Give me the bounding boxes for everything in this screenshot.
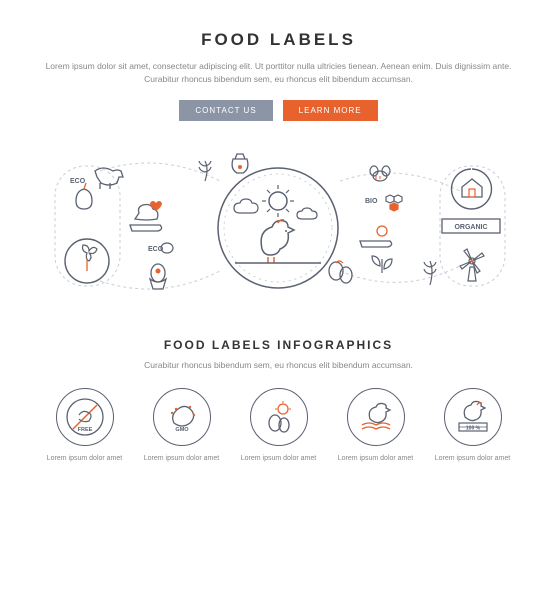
hand-chicken-icon — [130, 201, 162, 231]
wheat-icon — [199, 161, 211, 181]
leaves-icon — [372, 256, 392, 273]
egg-cup-icon — [150, 264, 166, 289]
house-badge-icon — [452, 169, 492, 209]
hero-illustration: ECO ECO — [40, 141, 517, 316]
honeycomb-icon — [386, 195, 402, 211]
info-item-eggs: Lorem ipsum dolor amet — [234, 388, 323, 464]
pear-icon — [76, 189, 92, 209]
infographics-title: FOOD LABELS INFOGRAPHICS — [40, 338, 517, 352]
bio-label: BIO — [365, 198, 378, 205]
infographics-subtitle: Curabitur rhoncus bibendum sem, eu rhonc… — [40, 360, 517, 370]
eco-label-1: ECO — [70, 178, 86, 185]
bee-icon — [370, 166, 390, 181]
eggs-sun-icon — [250, 388, 308, 446]
contact-button[interactable]: CONTACT US — [179, 100, 272, 121]
info-caption: Lorem ipsum dolor amet — [144, 454, 219, 464]
info-item-farm: Lorem ipsum dolor amet — [331, 388, 420, 464]
info-caption: Lorem ipsum dolor amet — [435, 454, 510, 464]
button-row: CONTACT US LEARN MORE — [40, 100, 517, 121]
svg-text:FREE: FREE — [77, 427, 92, 433]
free-badge-icon: FREE — [56, 388, 114, 446]
page-description: Lorem ipsum dolor sit amet, consectetur … — [40, 60, 517, 86]
hand-sun-icon — [360, 226, 392, 247]
feed-bag-icon — [232, 154, 248, 173]
info-item-free: FREE Lorem ipsum dolor amet — [40, 388, 129, 464]
info-caption: Lorem ipsum dolor amet — [338, 454, 413, 464]
eggs-icon — [329, 261, 352, 283]
page-title: FOOD LABELS — [40, 30, 517, 50]
gmo-icon: GMO — [153, 388, 211, 446]
info-item-percent: 100 % Lorem ipsum dolor amet — [428, 388, 517, 464]
info-caption: Lorem ipsum dolor amet — [47, 454, 122, 464]
info-caption: Lorem ipsum dolor amet — [241, 454, 316, 464]
percent-chicken-icon: 100 % — [444, 388, 502, 446]
cow-icon — [95, 168, 123, 189]
learn-more-button[interactable]: LEARN MORE — [283, 100, 378, 121]
infographics-row: FREE Lorem ipsum dolor amet GMO Lorem ip… — [40, 388, 517, 464]
svg-text:100 %: 100 % — [465, 425, 480, 431]
farm-chicken-icon — [347, 388, 405, 446]
svg-text:GMO: GMO — [175, 427, 189, 433]
wheat-right-icon — [424, 261, 436, 285]
info-item-gmo: GMO Lorem ipsum dolor amet — [137, 388, 226, 464]
windmill-icon — [460, 249, 484, 281]
organic-label: ORGANIC — [454, 224, 487, 231]
